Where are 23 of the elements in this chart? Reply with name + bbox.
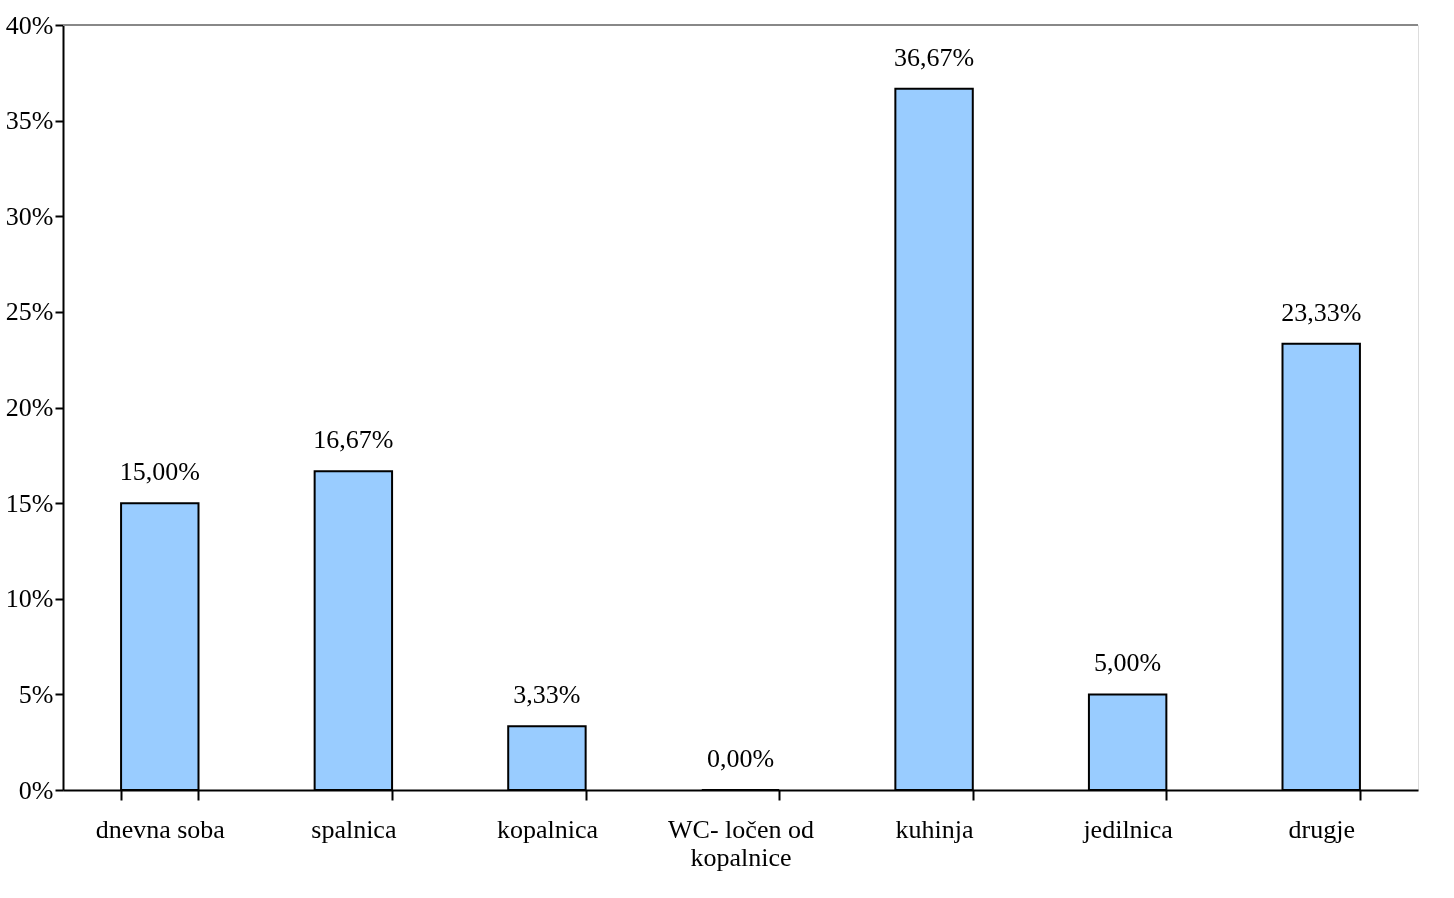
y-tick-label: 35% [5,106,54,136]
x-tick-label: dnevna soba [95,814,226,844]
y-tick-label: 20% [5,393,54,422]
data-label: 36,67% [893,42,975,72]
x-tick-label: kopalnica [496,814,599,844]
x-tick-label: WC- ločen od kopalnice [668,814,814,872]
y-tick-label: 15% [5,488,54,518]
y-tick-label: 10% [5,584,54,614]
data-label: 16,67% [313,425,394,455]
y-tick-label: 5% [18,679,54,709]
x-tick-label: drugje [1288,814,1355,844]
x-tick-label: jedilnica [1082,814,1174,844]
data-label: 23,33% [1281,297,1362,327]
data-label: 5,00% [1094,648,1162,678]
x-tick-label: spalnica [311,814,397,844]
y-tick-label: 30% [5,201,54,231]
data-label: 0,00% [706,744,775,773]
y-tick-label: 25% [5,297,54,327]
data-label: 3,33% [513,680,581,710]
data-label: 15,00% [119,457,200,487]
x-tick-label: kuhinja [895,814,975,844]
y-tick-label: 0% [18,775,54,805]
y-tick-label: 40% [5,10,54,40]
